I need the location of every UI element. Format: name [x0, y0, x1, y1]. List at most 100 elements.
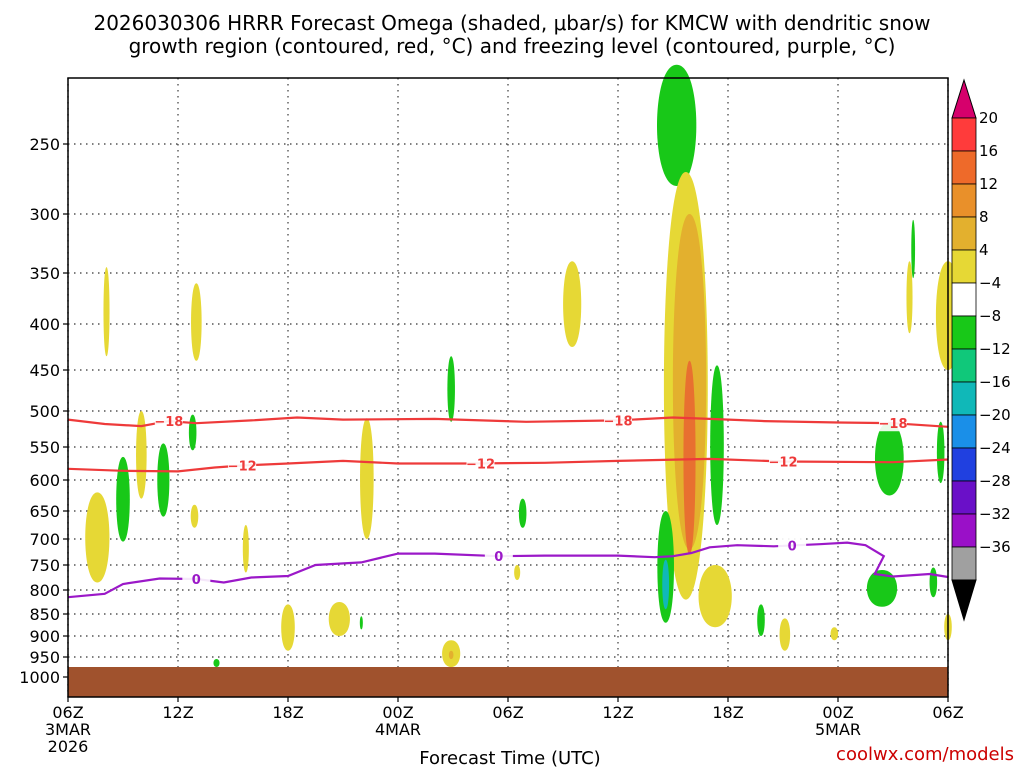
x-tick-label: 18Z — [712, 703, 743, 722]
chart-title-line1: 2026030306 HRRR Forecast Omega (shaded, … — [93, 11, 930, 35]
colorbar-label: −32 — [979, 505, 1011, 523]
colorbar-label: −12 — [979, 340, 1011, 358]
omega-shade-yellow-18z — [281, 604, 295, 651]
omega-shade-yellow-dot — [830, 627, 839, 641]
colorbar-bottom-arrow — [951, 579, 977, 622]
omega-shade-green-tiny — [188, 414, 197, 451]
freezing-level-contour-label: 0 — [192, 573, 201, 588]
x-year-label: 2026 — [48, 737, 89, 756]
colorbar-segment — [951, 381, 977, 416]
x-axis-title: Forecast Time (UTC) — [419, 748, 600, 768]
y-axis: 250 300 350 400 450 500 550 600 650 700 750 800 850 9… — [19, 135, 68, 687]
colorbar-label: 12 — [979, 175, 998, 193]
freezing-level-contour-label-bg — [484, 548, 513, 565]
omega-shade-green-mid — [447, 356, 455, 422]
dgz-contour-minus12-label-bg — [228, 457, 257, 474]
freezing-level-contour-label-bg — [182, 571, 211, 587]
x-date-label: 4MAR — [375, 720, 421, 739]
colorbar-label: −16 — [979, 373, 1011, 391]
x-date-label: 5MAR — [815, 720, 861, 739]
colorbar-segment — [951, 348, 977, 383]
omega-shade-yellow-early — [85, 492, 110, 583]
omega-shade-yellow-20z — [328, 602, 350, 636]
y-tick-label: 650 — [29, 502, 60, 521]
terrain-band — [68, 667, 948, 697]
dgz-contour-minus18 — [67, 416, 949, 428]
y-tick-label: 700 — [29, 530, 60, 549]
x-tick-label: 06Z — [492, 703, 523, 722]
colorbar-top-arrow — [951, 78, 977, 119]
omega-shade-green-late-small — [929, 567, 938, 598]
colorbar-label: −28 — [979, 472, 1011, 490]
x-tick-label: 06Z — [932, 703, 963, 722]
colorbar-segment — [951, 480, 977, 515]
y-tick-label: 550 — [29, 438, 60, 457]
colorbar-segment — [951, 447, 977, 482]
y-tick-label: 950 — [29, 648, 60, 667]
dgz-contour-minus18-label-bg — [604, 412, 632, 429]
x-tick-label: 12Z — [602, 703, 633, 722]
omega-shade-green-21z — [757, 604, 765, 636]
plot-frame — [67, 77, 949, 698]
dgz-contour-minus18-label: −18 — [879, 417, 908, 432]
omega-shade-yellow-late-2 — [906, 261, 913, 334]
y-tick-label: 600 — [29, 471, 60, 490]
omega-shade-yellow-tail — [698, 565, 732, 628]
omega-shade-green-05z — [518, 498, 527, 528]
x-tick-label: 00Z — [822, 703, 853, 722]
x-date-label: 3MAR — [45, 720, 91, 739]
dgz-contour-minus12-label: −12 — [769, 456, 798, 471]
colorbar-segment — [951, 513, 977, 548]
omega-shade-yellow-22z — [779, 618, 791, 651]
colorbar-label: −8 — [979, 307, 1001, 325]
credit-link[interactable]: coolwx.com/models — [836, 744, 1014, 765]
y-tick-label: 250 — [29, 135, 60, 154]
omega-shade-yellow-small2 — [191, 283, 202, 361]
omega-shade-yellow-small — [103, 267, 110, 357]
omega-shade-green-late — [874, 421, 904, 496]
colorbar-segment — [951, 216, 977, 251]
y-tick-label: 900 — [29, 627, 60, 646]
colorbar-segment — [951, 150, 977, 185]
colorbar-label: 20 — [979, 109, 998, 127]
y-tick-label: 1000 — [19, 668, 60, 687]
colorbar-label: −36 — [979, 538, 1011, 556]
dgz-contour-minus12-label-bg — [769, 453, 797, 470]
colorbar-segment — [951, 249, 977, 284]
omega-shade-green-late-thin — [911, 219, 916, 279]
dgz-contour-minus12-label-bg — [466, 455, 495, 472]
omega-shade-yellow-00z — [360, 418, 374, 539]
dgz-contour-minus18-label-bg — [154, 413, 183, 430]
dgz-contour-minus18-label: −18 — [154, 415, 183, 430]
y-tick-label: 300 — [29, 205, 60, 224]
y-tick-label: 500 — [29, 402, 60, 421]
colorbar-segment — [951, 183, 977, 218]
dgz-contour-minus12 — [67, 457, 949, 473]
y-tick-label: 750 — [29, 556, 60, 575]
omega-shade-yellow-10z — [563, 261, 582, 347]
colorbar-label: −4 — [979, 274, 1001, 292]
colorbar-label: −24 — [979, 439, 1011, 457]
omega-shade-yellow-05z — [514, 565, 521, 580]
dgz-contour-minus18-label: −18 — [604, 414, 633, 429]
x-tick-label: 18Z — [272, 703, 303, 722]
dgz-contour-minus18-label-bg — [879, 415, 907, 432]
omega-shade-green-early — [116, 456, 130, 542]
colorbar-segment — [951, 546, 977, 581]
x-tick-label: 00Z — [382, 703, 413, 722]
colorbar: 20 16 12 8 4 −4 −8 −12 −16 −20 −24 −28 −32 −36 — [951, 78, 1011, 622]
y-tick-label: 800 — [29, 581, 60, 600]
omega-shade-green-sliver — [359, 616, 363, 630]
omega-shade-yellow-thin — [242, 525, 249, 573]
colorbar-segment — [951, 414, 977, 449]
omega-shade-yellow-early2 — [136, 411, 147, 499]
omega-shade-orange-dot — [448, 650, 454, 659]
x-tick-label: 12Z — [162, 703, 193, 722]
colorbar-label: 8 — [979, 208, 989, 226]
colorbar-label: −20 — [979, 406, 1011, 424]
omega-shade-red-core — [683, 360, 696, 555]
colorbar-segment — [951, 282, 977, 317]
plot-area: −18 −18 −18 −12 −12 −12 0 0 0 — [67, 64, 961, 698]
colorbar-segment — [951, 117, 977, 152]
